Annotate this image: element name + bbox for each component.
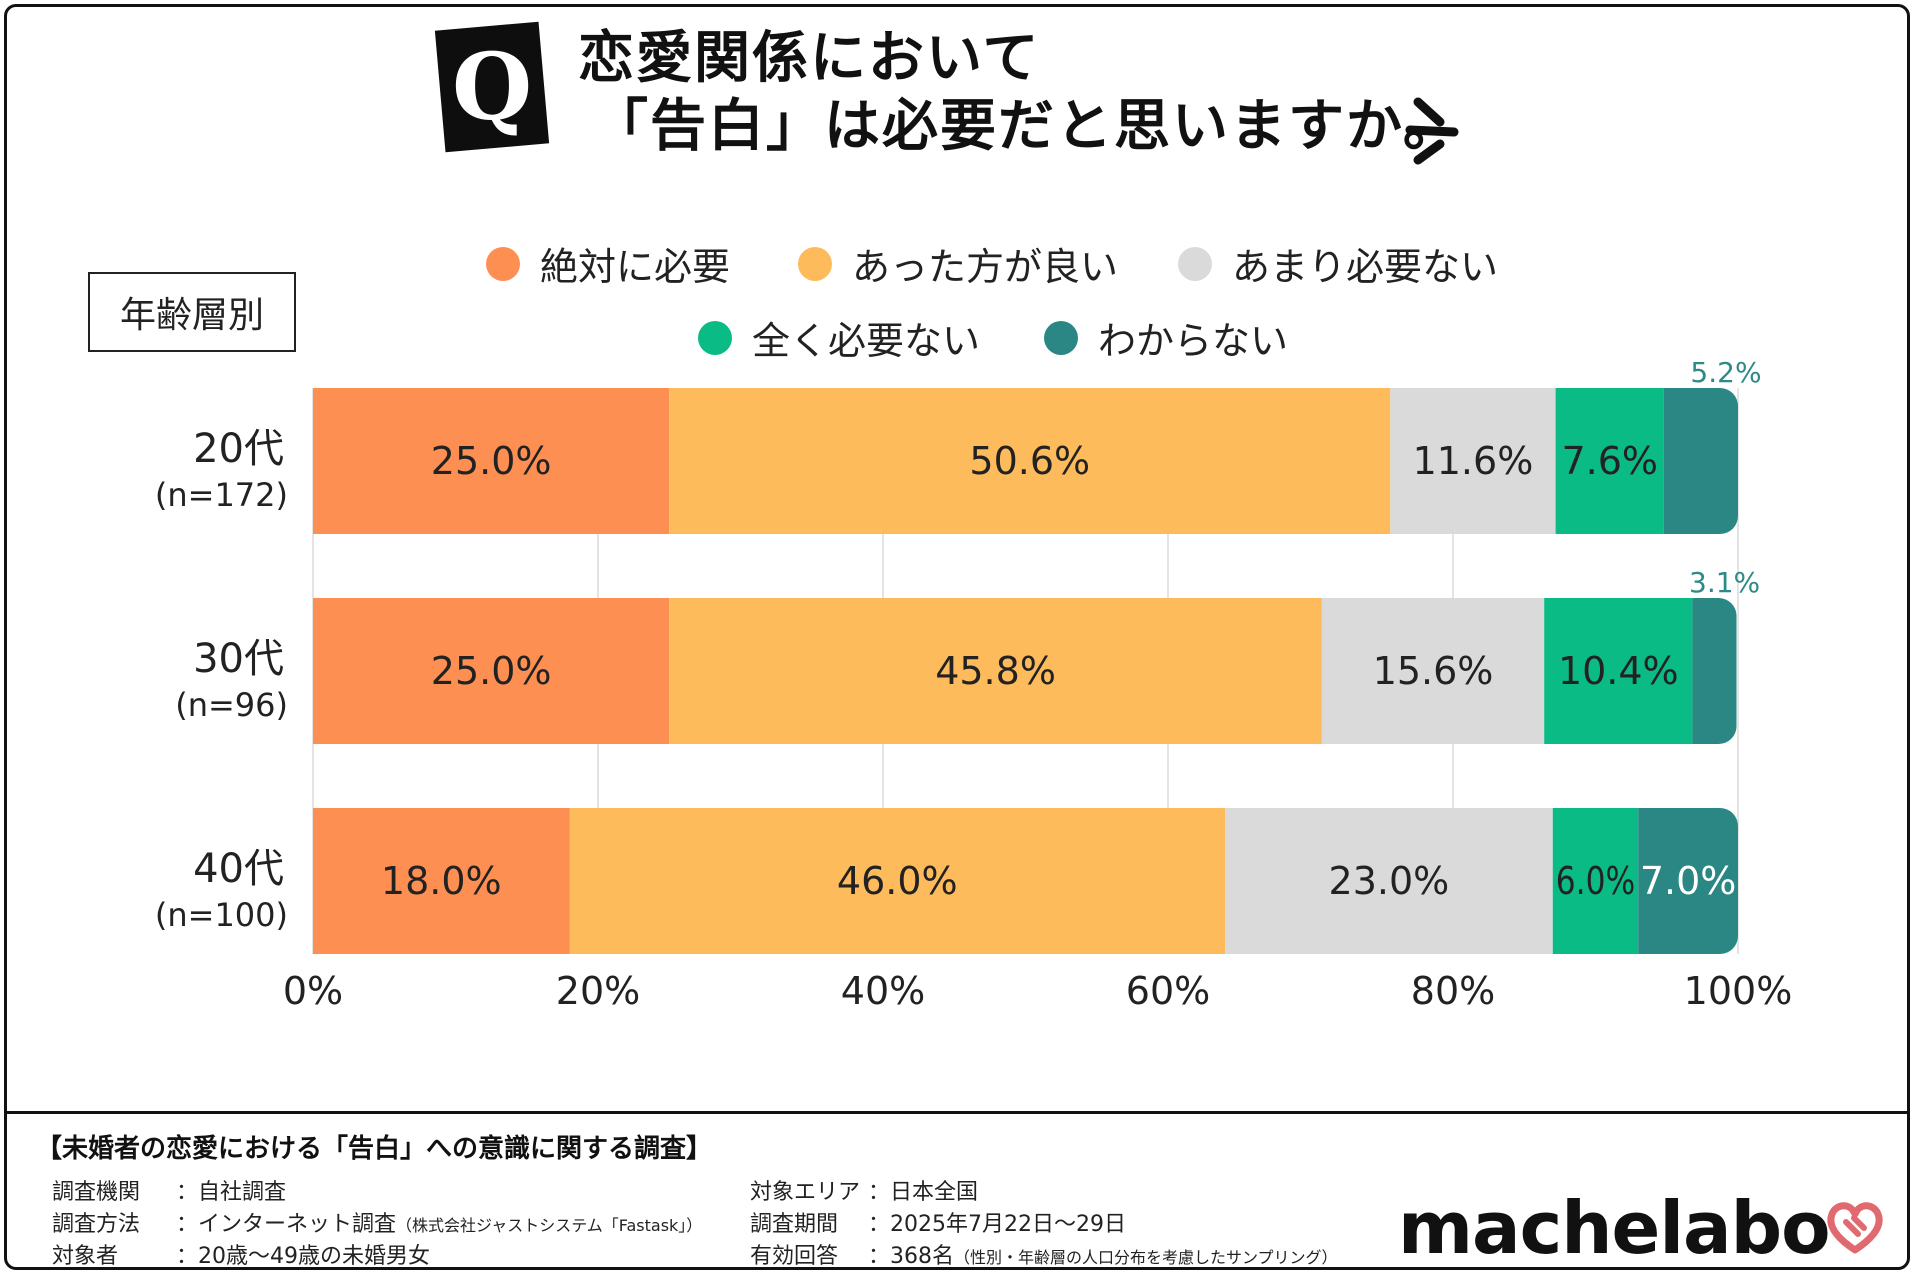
footer-value: ：20歳〜49歳の未婚男女 [176, 1244, 430, 1269]
bar-value-label: 11.6% [1413, 439, 1534, 483]
bar-segment [1544, 598, 1693, 744]
footer-value: ：日本全国 [868, 1180, 979, 1205]
sample-size-label: (n=100) [155, 896, 288, 934]
title-line-1: 恋愛関係において [578, 26, 1041, 91]
bar-group-1 [313, 388, 1738, 534]
legend-label: あまり必要ない [1232, 245, 1499, 289]
footer-label: 調査機関 [52, 1180, 141, 1205]
emphasis-burst-icon [1405, 97, 1459, 165]
legend-dot [486, 246, 520, 281]
bar-value-label: 25.0% [431, 439, 552, 483]
age-group-box: 年齢層別 [88, 272, 296, 352]
sample-size-label: (n=96) [175, 686, 288, 724]
bar-segment [569, 808, 1225, 954]
bar-segment [1555, 388, 1664, 534]
bar-segment [1225, 808, 1553, 954]
bar-segment [669, 598, 1322, 744]
legend-dot [798, 246, 832, 281]
footer-value: ：368名（性別・年齢層の人口分布を考慮したサンプリング） [868, 1244, 1338, 1269]
bar-value-label: 3.1% [1689, 566, 1760, 599]
footer-value: ：2025年7月22日〜29日 [868, 1212, 1126, 1237]
bar-segment [669, 388, 1391, 534]
footer-label: 対象エリア [750, 1180, 861, 1205]
legend-item-not-really-needed: あまり必要ない [1178, 236, 1498, 291]
legend-item-not-needed-at-all: 全く必要ない [698, 310, 980, 365]
footer-divider [4, 1111, 1910, 1114]
machelabo-logo: machelabo [1398, 1186, 1831, 1270]
legend-item-better-to-have: あった方が良い [798, 236, 1118, 291]
bar-value-label: 25.0% [431, 649, 552, 693]
bar-value-label: 18.0% [381, 859, 502, 903]
bar-segment [1390, 388, 1556, 534]
sample-size-label: (n=172) [155, 476, 288, 514]
bar-value-label: 6.0% [1556, 859, 1636, 903]
heart-logo-icon [1827, 1202, 1883, 1254]
bar-segment [313, 808, 570, 954]
bar-value-label: 45.8% [935, 649, 1056, 693]
legend-item-absolutely-needed: 絶対に必要 [486, 236, 730, 291]
bar-value-label: 10.4% [1558, 649, 1679, 693]
legend-label: あった方が良い [852, 245, 1119, 289]
bar-segment [1552, 808, 1639, 954]
bar-value-label: 7.6% [1561, 439, 1658, 483]
footer-title: 【未婚者の恋愛における「告白」への意識に関する調査】 [36, 1134, 713, 1164]
x-tick-label: 60% [1126, 969, 1210, 1013]
footer-value: ：インターネット調査（株式会社ジャストシステム「Fastask」） [176, 1212, 703, 1237]
bar-value-label: 23.0% [1329, 859, 1450, 903]
category-label: 40代 [193, 846, 284, 892]
bar-segment [1663, 388, 1738, 534]
bar-value-label: 15.6% [1373, 649, 1494, 693]
legend-dot [1044, 320, 1078, 355]
x-tick-label: 20% [556, 969, 640, 1013]
bar-segment [1638, 808, 1738, 954]
legend-dot [1178, 246, 1212, 281]
bar-group-2 [313, 598, 1737, 744]
footer-label: 有効回答 [750, 1244, 839, 1269]
footer-label: 対象者 [52, 1244, 119, 1269]
x-tick-label: 100% [1684, 969, 1793, 1013]
legend-label: 絶対に必要 [540, 245, 731, 289]
bar-value-label: 46.0% [837, 859, 958, 903]
bar-segment [1692, 598, 1737, 744]
legend-label: 全く必要ない [752, 319, 981, 363]
legend-item-dont-know: わからない [1044, 310, 1288, 365]
category-label: 20代 [193, 426, 284, 472]
bar-segment [1321, 598, 1545, 744]
legend-dot [698, 320, 732, 355]
footer-label: 調査方法 [52, 1212, 141, 1237]
bar-group-3 [313, 808, 1738, 954]
footer-value: ：自社調査 [176, 1180, 287, 1205]
bar-value-label: 5.2% [1690, 356, 1761, 389]
bar-value-label: 7.0% [1640, 859, 1737, 903]
x-tick-label: 0% [283, 969, 343, 1013]
x-tick-label: 40% [841, 969, 925, 1013]
bar-value-label: 50.6% [969, 439, 1090, 483]
category-label: 30代 [193, 636, 284, 682]
bar-segment [313, 388, 670, 534]
legend-label: わからない [1098, 319, 1289, 363]
footer-label: 調査期間 [750, 1212, 839, 1237]
bar-segment [313, 598, 670, 744]
x-tick-label: 80% [1411, 969, 1495, 1013]
title-line-2: 「告白」は必要だと思いますか。 [592, 94, 1461, 159]
